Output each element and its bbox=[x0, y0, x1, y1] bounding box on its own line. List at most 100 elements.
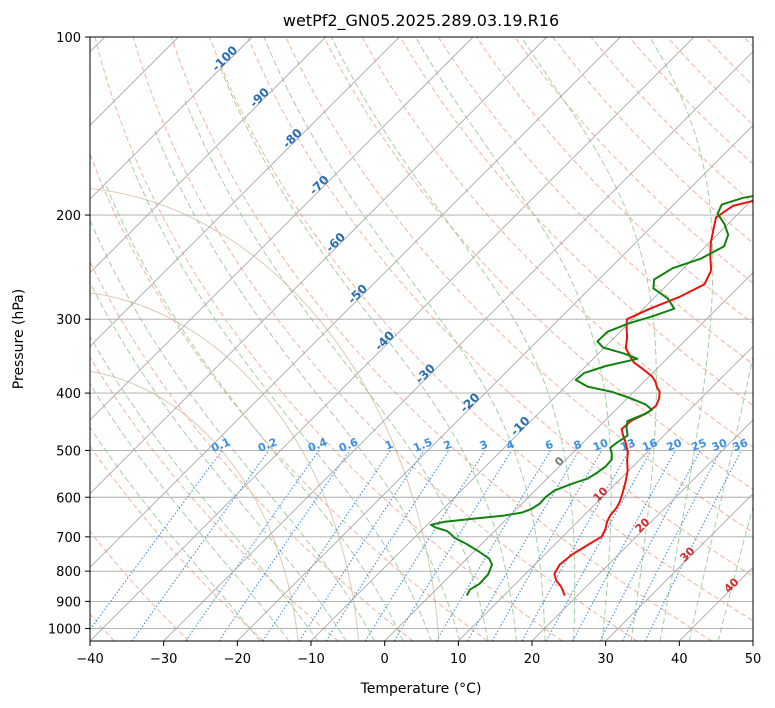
moist-adiabat-line bbox=[128, 157, 432, 641]
mixing-ratio-label: 25 bbox=[689, 436, 708, 454]
moist-adiabat-line bbox=[219, 65, 517, 641]
mixing-ratio-label: 8 bbox=[572, 438, 584, 453]
y-tick-label: 200 bbox=[56, 209, 81, 224]
y-tick-label: 700 bbox=[56, 531, 81, 546]
x-tick-label: −40 bbox=[76, 652, 103, 667]
isotherm-line bbox=[237, 124, 753, 641]
isotherm-line bbox=[90, 37, 621, 568]
moist-adiabat-line bbox=[90, 218, 376, 641]
mixing-ratio-line bbox=[644, 450, 742, 641]
mixing-ratio-label: 16 bbox=[640, 436, 659, 454]
mixing-ratio-label: 10 bbox=[591, 436, 610, 454]
moist-adiabat-line bbox=[330, 37, 576, 641]
mixing-ratio-line bbox=[131, 450, 270, 641]
dry-adiabat-line bbox=[94, 37, 563, 641]
isotherm-line bbox=[90, 37, 474, 421]
isotherm-line bbox=[384, 272, 753, 641]
dry-adiabat-line bbox=[209, 37, 753, 622]
isotherm-line bbox=[90, 37, 253, 200]
temperature-trace bbox=[553, 199, 753, 596]
dry-adiabat-line bbox=[247, 37, 753, 577]
mixing-ratio-line bbox=[491, 450, 603, 641]
moist-adiabat-line bbox=[104, 182, 404, 641]
moist-adiabat-line bbox=[520, 37, 657, 641]
mixing-ratio-line bbox=[325, 450, 450, 641]
moist-adiabat-line bbox=[90, 383, 290, 641]
dry-adiabat-line bbox=[476, 37, 753, 325]
isotherm-gridlines bbox=[90, 37, 753, 641]
y-tick-label: 300 bbox=[56, 313, 81, 328]
y-tick-label: 400 bbox=[56, 387, 81, 402]
plot-area: -100-90-80-70-60-50-40-30-20-10 0.1 0.2 0.… bbox=[90, 37, 753, 641]
moist-adiabat-line bbox=[90, 335, 319, 641]
mixing-ratio-line bbox=[599, 450, 701, 641]
y-tick-label: 100 bbox=[56, 31, 81, 46]
dry-adiabat-line bbox=[90, 152, 488, 641]
dry-adiabat-line bbox=[399, 37, 753, 406]
mixing-ratio-label: 2 bbox=[442, 438, 454, 453]
y-tick-label: 1000 bbox=[48, 622, 81, 637]
moist-adiabat-line bbox=[90, 426, 261, 641]
y-tick-label: 800 bbox=[56, 565, 81, 580]
x-tick-label: −20 bbox=[224, 652, 251, 667]
dry-adiabat-line bbox=[170, 37, 712, 641]
mixing-ratio-label: 1 bbox=[383, 438, 395, 453]
mixing-ratio-line bbox=[185, 450, 320, 641]
mixing-ratio-label: 20 bbox=[665, 436, 684, 454]
isotherm-line bbox=[605, 493, 753, 641]
dry-adiabat-line bbox=[590, 37, 753, 205]
x-tick-label: 40 bbox=[671, 652, 688, 667]
isotherm-line bbox=[531, 419, 753, 641]
isotherm-line bbox=[90, 37, 695, 641]
x-tick-label: 10 bbox=[450, 652, 467, 667]
y-axis-ticks: 100 200 300 400 500 600 700 800 900 1000 bbox=[48, 31, 90, 637]
isotherm-line bbox=[90, 37, 547, 495]
mixing-ratio-label: 3 bbox=[478, 438, 490, 453]
mixing-ratio-line bbox=[521, 450, 630, 641]
mixing-ratio-line bbox=[364, 450, 486, 641]
mixing-ratio-labels: 0.1 0.2 0.4 0.6 1 1.5 2 3 4 6 8 10 13 16 20 25 30 36 bbox=[209, 435, 750, 454]
dry-adiabat-line bbox=[90, 356, 339, 641]
dewpoint-trace bbox=[429, 195, 753, 597]
y-tick-label: 900 bbox=[56, 595, 81, 610]
moist-adiabats bbox=[90, 37, 753, 641]
isotherm-line bbox=[90, 37, 400, 347]
saturation-curve bbox=[90, 292, 359, 641]
moist-adiabat-line bbox=[90, 281, 347, 641]
isotherm-line bbox=[163, 51, 753, 641]
mixing-ratio-line bbox=[572, 450, 676, 641]
x-axis-label: Temperature (°C) bbox=[360, 681, 482, 697]
isotherm-line bbox=[310, 198, 753, 641]
moist-adiabat-line bbox=[415, 37, 612, 641]
mixing-ratio-line bbox=[90, 450, 223, 631]
dry-adiabat-line bbox=[90, 260, 414, 641]
x-tick-label: 50 bbox=[745, 652, 762, 667]
x-tick-label: −30 bbox=[150, 652, 177, 667]
dry-adiabat-line bbox=[323, 37, 753, 491]
mixing-ratio-lines bbox=[90, 450, 742, 641]
y-axis-label: Pressure (hPa) bbox=[11, 289, 27, 389]
moist-adiabat-line bbox=[263, 37, 546, 641]
x-tick-label: 30 bbox=[597, 652, 614, 667]
mixing-ratio-line bbox=[298, 450, 425, 641]
dry-adiabats bbox=[90, 37, 753, 641]
x-tick-label: −10 bbox=[297, 652, 324, 667]
y-tick-label: 500 bbox=[56, 444, 81, 459]
dry-adiabat-line bbox=[132, 37, 638, 641]
moist-adiabat-line bbox=[184, 100, 489, 641]
mixing-ratio-label: 13 bbox=[618, 436, 637, 454]
chart-title: wetPf2_GN05.2025.289.03.19.R16 bbox=[283, 11, 559, 31]
y-tick-label: 600 bbox=[56, 491, 81, 506]
moist-adiabat-line bbox=[649, 37, 714, 641]
x-tick-label: 20 bbox=[524, 652, 541, 667]
dry-adiabat-line bbox=[90, 530, 190, 641]
saturation-curve bbox=[90, 188, 440, 641]
moist-adiabat-line bbox=[688, 354, 753, 641]
mixing-ratio-label: 30 bbox=[710, 436, 729, 454]
dry-adiabat-line bbox=[552, 37, 753, 244]
x-tick-label: 0 bbox=[381, 652, 389, 667]
dry-adiabat-line bbox=[437, 37, 753, 365]
x-axis-ticks: −40 −30 −20 −10 0 10 20 30 40 50 bbox=[76, 641, 761, 667]
